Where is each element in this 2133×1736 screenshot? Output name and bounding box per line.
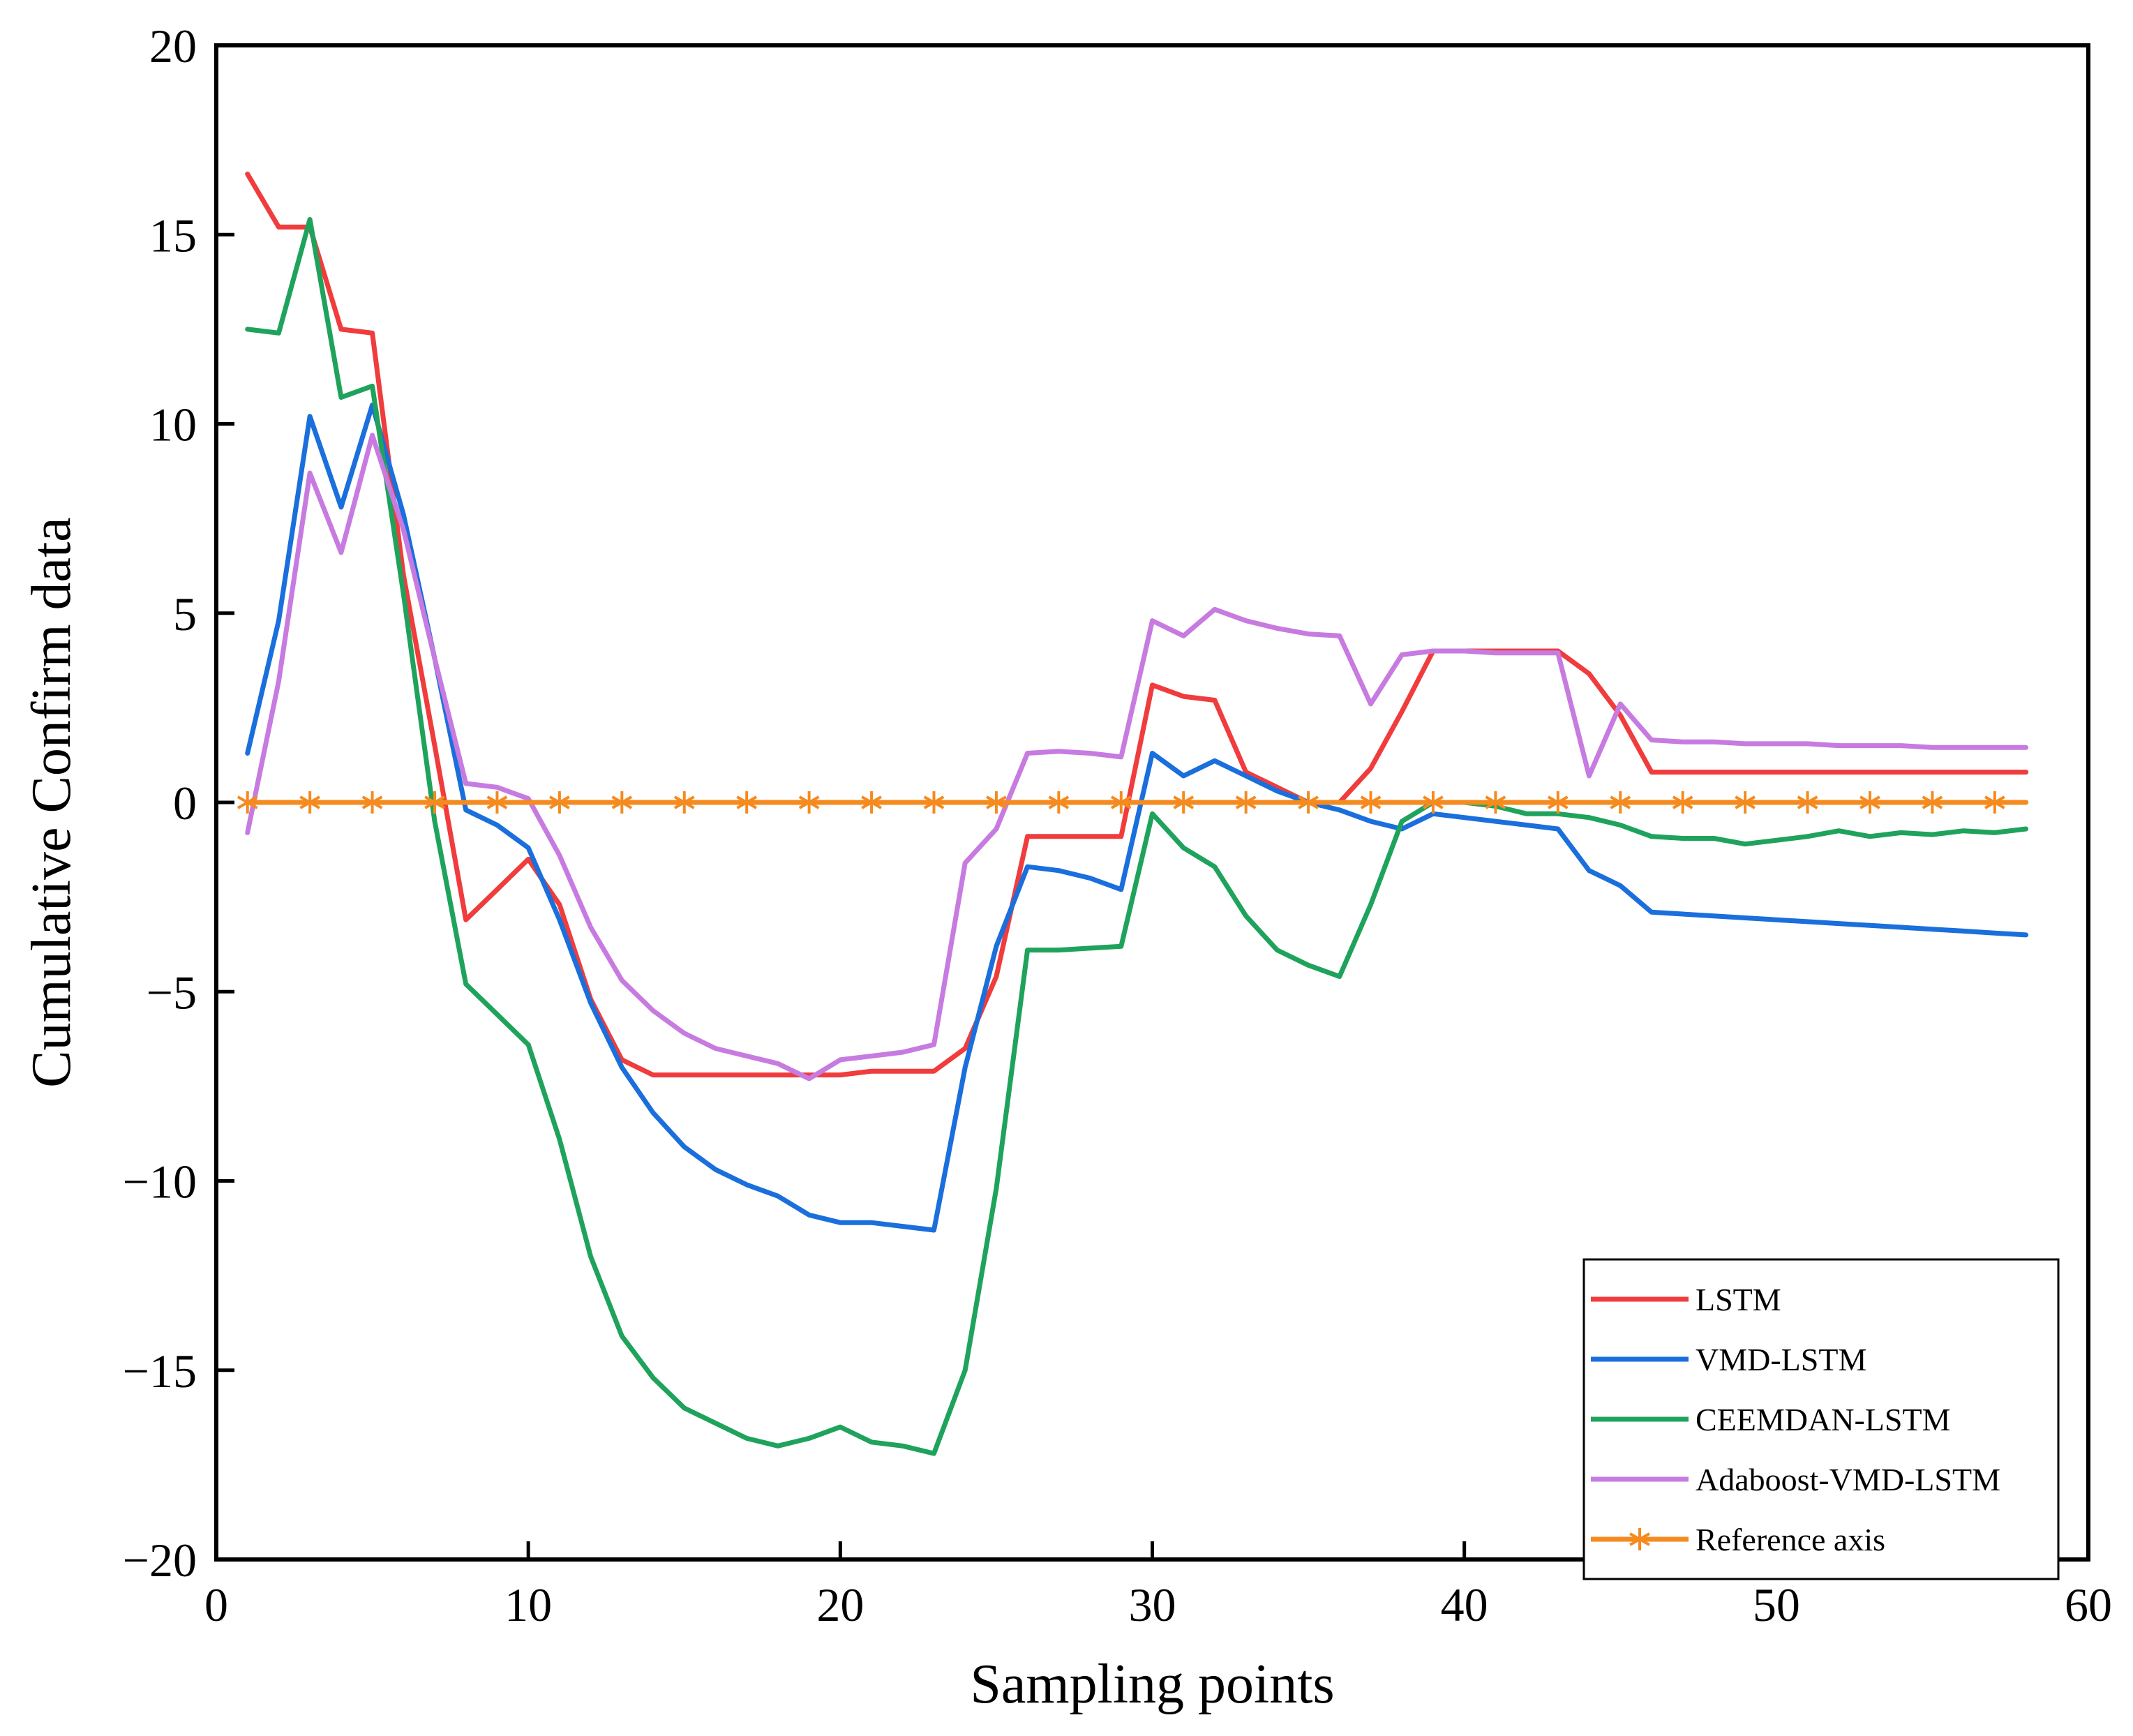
reference-marker	[1298, 791, 1319, 814]
reference-marker	[1423, 791, 1444, 814]
x-tick-label: 40	[1441, 1578, 1488, 1631]
reference-marker	[486, 791, 508, 814]
legend-label: LSTM	[1696, 1282, 1781, 1317]
reference-marker	[986, 791, 1007, 814]
x-tick-label: 30	[1129, 1578, 1176, 1631]
reference-marker	[1173, 791, 1195, 814]
axes-layer: 0 10 20 30 40 50 60 −20 −15 −10 −5 0 5 10 15 20	[123, 20, 2112, 1631]
reference-marker	[1984, 791, 2005, 814]
reference-marker	[1547, 791, 1569, 814]
series-line-adaboost-vmd-lstm	[245, 433, 2029, 1082]
reference-marker	[1048, 791, 1070, 814]
reference-marker	[923, 791, 945, 814]
reference-marker	[798, 791, 820, 814]
reference-marker	[611, 791, 633, 814]
x-tick-label: 0	[204, 1578, 228, 1631]
legend-label: VMD-LSTM	[1696, 1342, 1866, 1377]
y-tick-label: 15	[149, 209, 197, 262]
reference-marker	[1922, 791, 1943, 814]
legend-marker	[1629, 1528, 1650, 1550]
y-tick-label: −15	[123, 1345, 197, 1398]
y-tick-label: 0	[173, 777, 197, 830]
reference-marker	[1610, 791, 1631, 814]
y-tick-label: 10	[149, 398, 197, 451]
series-line-vmd-lstm	[245, 402, 2029, 1233]
y-tick-label: −20	[123, 1534, 197, 1587]
reference-marker	[1735, 791, 1756, 814]
y-tick-label: 5	[173, 588, 197, 641]
legend-box	[1582, 1258, 2060, 1580]
reference-marker	[237, 791, 258, 814]
y-axis-title: Cumulative Confirm data	[21, 517, 82, 1088]
reference-marker	[1485, 791, 1506, 814]
x-tick-label: 60	[2065, 1578, 2112, 1631]
y-tick-label: 20	[149, 20, 197, 73]
legend-label: Reference axis	[1696, 1522, 1885, 1557]
legend-label: Adaboost-VMD-LSTM	[1696, 1462, 2000, 1497]
legend-label: CEEMDAN-LSTM	[1696, 1402, 1950, 1437]
reference-marker	[1360, 791, 1382, 814]
reference-marker	[424, 791, 445, 814]
reference-marker	[673, 791, 695, 814]
series-layer	[237, 171, 2029, 1456]
reference-marker	[1859, 791, 1880, 814]
reference-marker	[1672, 791, 1693, 814]
series-line-lstm	[245, 171, 2029, 1078]
reference-marker	[361, 791, 383, 814]
reference-marker	[1235, 791, 1257, 814]
legend: LSTM VMD-LSTM CEEMDAN-LSTM Adaboost-VMD-LST…	[1582, 1258, 2060, 1580]
x-tick-label: 50	[1753, 1578, 1800, 1631]
reference-marker	[1797, 791, 1818, 814]
x-axis-title: Sampling points	[970, 1654, 1334, 1715]
reference-marker	[549, 791, 570, 814]
x-tick-label: 10	[504, 1578, 552, 1631]
y-tick-label: −10	[123, 1155, 197, 1209]
reference-marker	[1110, 791, 1132, 814]
reference-marker	[736, 791, 758, 814]
reference-marker	[861, 791, 882, 814]
series-line-ceemdan-lstm	[245, 217, 2029, 1456]
x-tick-label: 20	[816, 1578, 864, 1631]
reference-marker	[299, 791, 321, 814]
y-tick-label: −5	[147, 966, 197, 1019]
